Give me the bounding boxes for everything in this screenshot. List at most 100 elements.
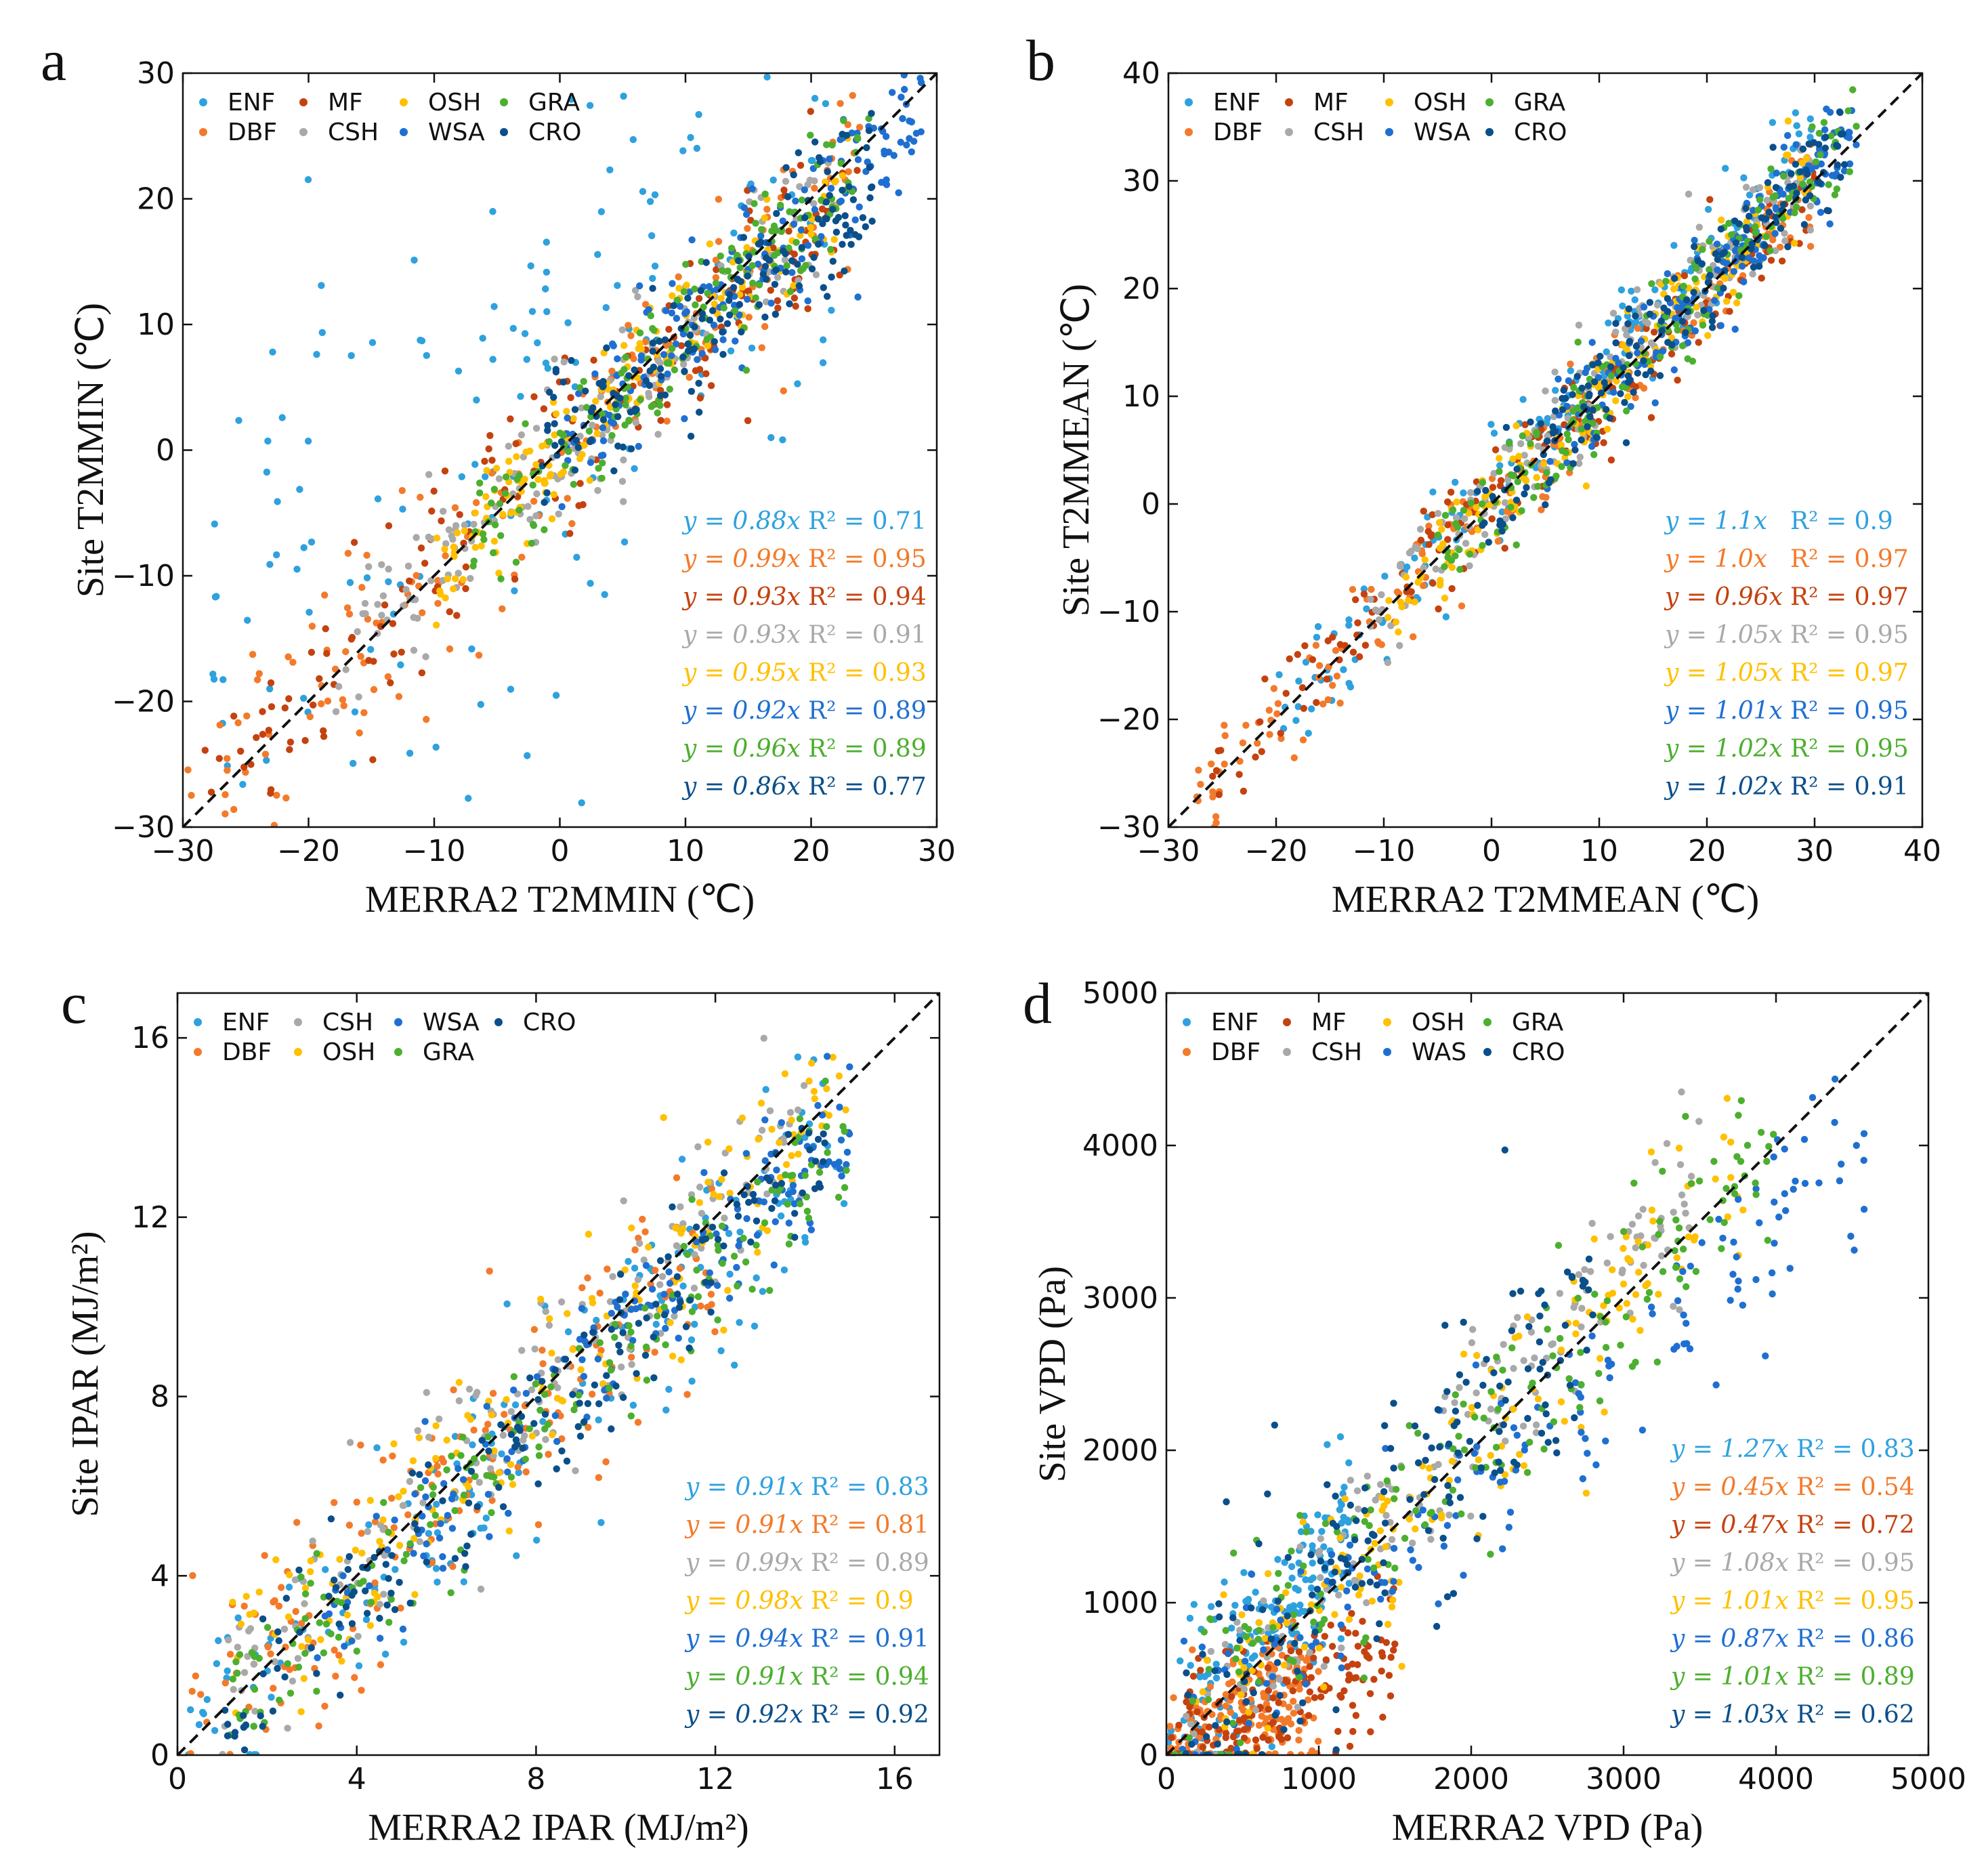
point-cro bbox=[1700, 307, 1708, 314]
point-enf bbox=[608, 32, 614, 39]
point-osh bbox=[669, 1352, 677, 1360]
point-csh bbox=[1607, 1233, 1614, 1240]
legend-label: MF bbox=[1313, 89, 1349, 117]
point-osh bbox=[483, 467, 490, 474]
point-cro bbox=[698, 1236, 706, 1244]
point-enf bbox=[767, 434, 775, 442]
point-mf bbox=[1323, 675, 1331, 683]
point-enf bbox=[468, 645, 475, 653]
point-cro bbox=[1569, 391, 1576, 398]
point-gra bbox=[607, 1366, 615, 1374]
point-wsa bbox=[564, 414, 571, 422]
point-csh bbox=[385, 565, 392, 573]
point-enf bbox=[266, 561, 274, 568]
point-mf bbox=[1345, 1677, 1353, 1684]
point-dbf bbox=[315, 1722, 322, 1730]
point-csh bbox=[1676, 1306, 1683, 1313]
point-osh bbox=[599, 1380, 607, 1388]
point-cro bbox=[782, 268, 790, 276]
point-cro bbox=[348, 1591, 356, 1599]
point-cro bbox=[772, 1181, 780, 1189]
point-gra bbox=[1479, 542, 1486, 549]
point-enf bbox=[779, 436, 786, 444]
point-osh bbox=[467, 1416, 474, 1423]
point-dbf bbox=[1333, 672, 1341, 680]
point-enf bbox=[733, 44, 740, 51]
point-csh bbox=[1372, 606, 1380, 614]
point-gra bbox=[515, 471, 523, 479]
point-dbf bbox=[568, 520, 576, 528]
point-osh bbox=[1798, 159, 1806, 167]
point-cro bbox=[750, 1197, 758, 1204]
point-mf bbox=[1175, 1721, 1183, 1729]
point-gra bbox=[1706, 266, 1713, 274]
point-csh bbox=[521, 1432, 528, 1439]
point-enf bbox=[769, 176, 777, 184]
regression-equation: y = 0.92x bbox=[681, 697, 801, 725]
point-cro bbox=[1758, 214, 1766, 222]
point-gra bbox=[1779, 172, 1788, 180]
point-csh bbox=[542, 1307, 549, 1315]
point-dbf bbox=[1242, 721, 1250, 729]
point-cro bbox=[841, 212, 849, 219]
point-csh bbox=[1504, 476, 1512, 484]
point-wsa bbox=[854, 156, 862, 163]
point-gra bbox=[385, 1528, 392, 1536]
point-csh bbox=[1363, 1473, 1372, 1480]
point-gra bbox=[771, 228, 779, 235]
point-mf bbox=[1294, 651, 1302, 658]
point-osh bbox=[1655, 1290, 1662, 1298]
point-wsa bbox=[420, 1552, 427, 1560]
point-cro bbox=[656, 1257, 664, 1265]
point-dbf bbox=[1227, 1708, 1235, 1716]
point-osh bbox=[1425, 1465, 1433, 1472]
point-dbf bbox=[1212, 813, 1220, 820]
point-dbf bbox=[1297, 1751, 1305, 1755]
point-csh bbox=[1376, 1481, 1384, 1488]
point-osh bbox=[409, 1457, 417, 1465]
point-dbf bbox=[188, 792, 195, 799]
point-wsa bbox=[580, 1372, 588, 1381]
point-dbf bbox=[475, 652, 483, 659]
point-csh bbox=[1468, 1339, 1476, 1347]
point-dbf bbox=[683, 1391, 691, 1398]
point-cro bbox=[1589, 361, 1596, 368]
point-dbf bbox=[449, 1563, 457, 1570]
point-csh bbox=[230, 1685, 237, 1693]
point-wsa bbox=[895, 189, 902, 196]
point-osh bbox=[1405, 1515, 1413, 1523]
point-wsa bbox=[789, 1181, 797, 1189]
point-enf bbox=[1340, 1483, 1348, 1491]
point-gra bbox=[822, 1077, 829, 1085]
point-enf bbox=[253, 1751, 260, 1755]
point-wsa bbox=[742, 211, 750, 218]
point-dbf bbox=[604, 1265, 611, 1273]
point-cro bbox=[1800, 221, 1809, 228]
point-cro bbox=[866, 163, 874, 171]
point-cro bbox=[478, 1437, 486, 1444]
point-dbf bbox=[370, 686, 378, 694]
point-enf bbox=[489, 208, 496, 215]
point-enf bbox=[840, 1200, 848, 1208]
point-osh bbox=[1395, 628, 1402, 636]
point-mf bbox=[1327, 1621, 1334, 1629]
point-wsa bbox=[610, 342, 617, 350]
point-gra bbox=[1833, 185, 1841, 193]
legend-label: CSH bbox=[1313, 119, 1364, 146]
point-mf bbox=[438, 517, 445, 525]
point-cro bbox=[847, 240, 855, 248]
point-enf bbox=[1345, 616, 1353, 624]
point-mf bbox=[695, 295, 703, 302]
point-gra bbox=[715, 1246, 722, 1255]
point-mf bbox=[308, 648, 316, 656]
point-mf bbox=[1361, 641, 1370, 649]
point-gra bbox=[1467, 499, 1475, 507]
point-enf bbox=[433, 1500, 440, 1508]
point-csh bbox=[551, 355, 558, 363]
point-osh bbox=[1501, 1471, 1509, 1479]
point-enf bbox=[811, 95, 819, 102]
point-osh bbox=[805, 1077, 813, 1085]
point-csh bbox=[1517, 440, 1525, 448]
point-osh bbox=[621, 1266, 629, 1273]
point-osh bbox=[1376, 1527, 1384, 1534]
